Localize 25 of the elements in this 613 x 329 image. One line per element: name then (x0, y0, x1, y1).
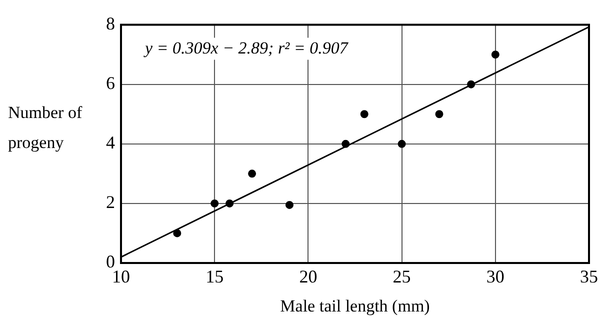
y-tick-label: 4 (106, 132, 115, 153)
x-tick-label: 30 (486, 266, 504, 287)
point (360, 110, 368, 118)
point (248, 170, 256, 178)
y-tick-label: 6 (106, 73, 115, 94)
x-tick-label: 10 (112, 266, 130, 287)
point (210, 199, 219, 208)
point (435, 110, 444, 118)
point (342, 140, 350, 148)
x-tick-label: 20 (299, 266, 318, 287)
x-axis-title: Male tail length (mm) (280, 296, 430, 316)
point (285, 200, 294, 209)
point (173, 229, 182, 238)
point (467, 80, 476, 88)
y-tick-label: 2 (106, 192, 115, 212)
x-tick-label: 35 (580, 266, 598, 287)
y-axis-title: Number of progeny (8, 102, 84, 154)
point (491, 50, 500, 59)
point (398, 140, 406, 148)
y-tick-label: 0 (106, 252, 115, 272)
x-tick-label: 25 (392, 266, 411, 287)
annotation: y = 0.309x − 2.89; r² = 0.907 (143, 38, 350, 58)
x-tick-label: 15 (206, 266, 224, 287)
y-tick-label: 8 (106, 14, 115, 34)
point (226, 199, 234, 208)
